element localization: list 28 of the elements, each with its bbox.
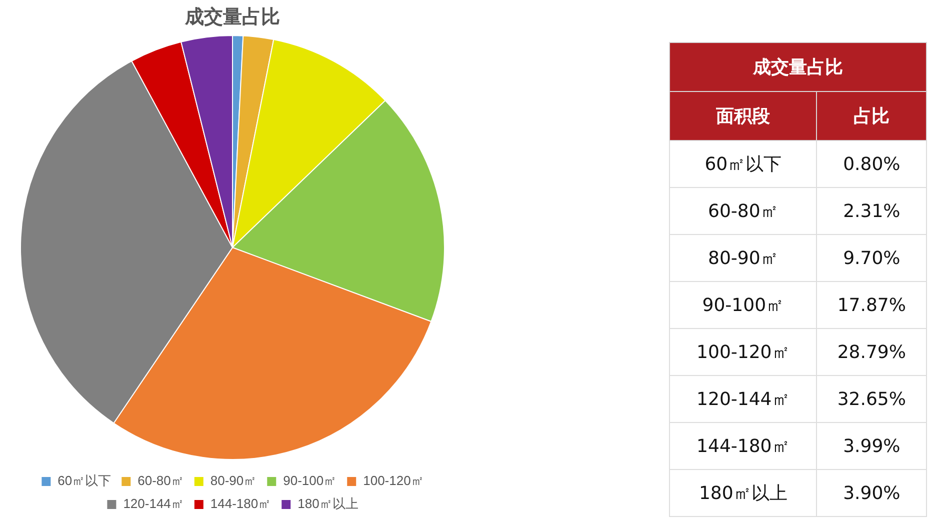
text: 80-90㎡ xyxy=(670,234,817,282)
text: 180㎡以上 xyxy=(670,470,817,516)
legend-label: 90-100㎡ xyxy=(283,473,337,488)
legend-label: 60㎡以下 xyxy=(58,473,112,488)
text: 9.70% xyxy=(816,234,926,282)
legend-label: 120-144㎡ xyxy=(123,496,184,512)
text: 0.80% xyxy=(816,140,926,188)
legend-label: 180㎡以上 xyxy=(298,496,358,512)
text: 占比 xyxy=(816,92,926,140)
legend-label: 80-90㎡ xyxy=(210,473,257,488)
text: 3.90% xyxy=(816,470,926,516)
legend-label: 144-180㎡ xyxy=(210,496,272,512)
legend-label: 100-120㎡ xyxy=(363,473,424,488)
text: 3.99% xyxy=(816,422,926,470)
text: 120-144㎡ xyxy=(670,376,817,422)
text: 28.79% xyxy=(816,328,926,376)
text: 100-120㎡ xyxy=(670,328,817,376)
text: 2.31% xyxy=(816,188,926,234)
text: 成交量占比 xyxy=(670,42,926,92)
text: 17.87% xyxy=(816,282,926,328)
text: 面积段 xyxy=(670,92,817,140)
text: 60㎡以下 xyxy=(670,140,817,188)
text: 60-80㎡ xyxy=(670,188,817,234)
text: 90-100㎡ xyxy=(670,282,817,328)
chart-title: 成交量占比 xyxy=(184,5,281,30)
text: 32.65% xyxy=(816,376,926,422)
text: 144-180㎡ xyxy=(670,422,817,470)
legend-label: 60-80㎡ xyxy=(138,473,184,488)
